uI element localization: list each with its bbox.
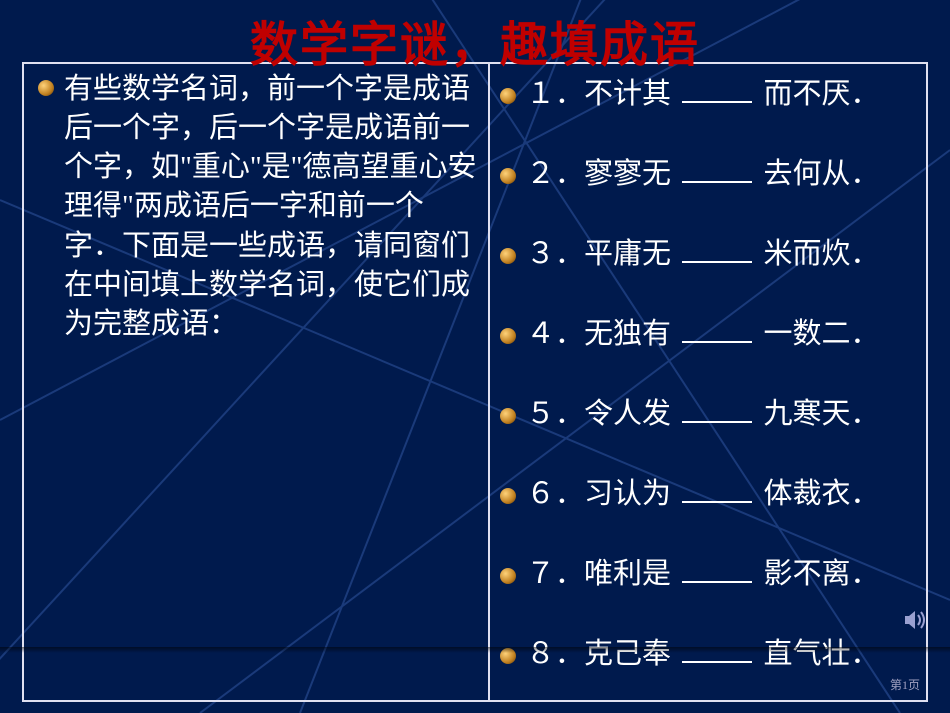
item-text: ５．令人发 九寒天． (526, 390, 880, 432)
vertical-divider (488, 62, 490, 702)
item-text: ２．寥寥无 去何从． (526, 150, 880, 192)
bullet-icon (500, 168, 516, 184)
item-text: ４．无独有 一数二． (526, 310, 880, 352)
fill-blank (682, 341, 752, 343)
slide-title: 数学字谜，趣填成语 (0, 5, 950, 75)
bullet-icon (500, 248, 516, 264)
list-item: ２．寥寥无 去何从． (500, 150, 920, 192)
fill-blank (682, 261, 752, 263)
list-item: ６．习认为 体裁衣． (500, 470, 920, 512)
fill-blank (682, 421, 752, 423)
list-item: ７．唯利是 影不离． (500, 550, 920, 592)
bullet-icon (38, 80, 54, 96)
item-text: ６．习认为 体裁衣． (526, 470, 880, 512)
bullet-icon (500, 88, 516, 104)
item-text: １．不计其 而不厌． (526, 70, 880, 112)
list-item: ５．令人发 九寒天． (500, 390, 920, 432)
list-item: １．不计其 而不厌． (500, 70, 920, 112)
fill-blank (682, 581, 752, 583)
intro-text: 有些数学名词，前一个字是成语后一个字，后一个字是成语前一个字，如"重心"是"德高… (64, 70, 478, 344)
item-text: ３．平庸无 米而炊． (526, 230, 880, 272)
fill-blank (682, 661, 752, 663)
intro-row: 有些数学名词，前一个字是成语后一个字，后一个字是成语前一个字，如"重心"是"德高… (38, 70, 478, 344)
sound-icon[interactable] (902, 607, 928, 638)
bullet-icon (500, 328, 516, 344)
list-item: ３．平庸无 米而炊． (500, 230, 920, 272)
bullet-icon (500, 568, 516, 584)
fill-blank (682, 181, 752, 183)
left-column: 有些数学名词，前一个字是成语后一个字，后一个字是成语前一个字，如"重心"是"德高… (38, 70, 478, 348)
page-number: 第1页 (890, 676, 920, 693)
bottom-shadow (0, 647, 950, 653)
list-item: ４．无独有 一数二． (500, 310, 920, 352)
bullet-icon (500, 408, 516, 424)
right-column: １．不计其 而不厌． ２．寥寥无 去何从． ３．平庸无 米而炊． ４．无独有 一数二．… (500, 70, 920, 710)
fill-blank (682, 501, 752, 503)
item-text: ７．唯利是 影不离． (526, 550, 880, 592)
bullet-icon (500, 488, 516, 504)
fill-blank (682, 101, 752, 103)
